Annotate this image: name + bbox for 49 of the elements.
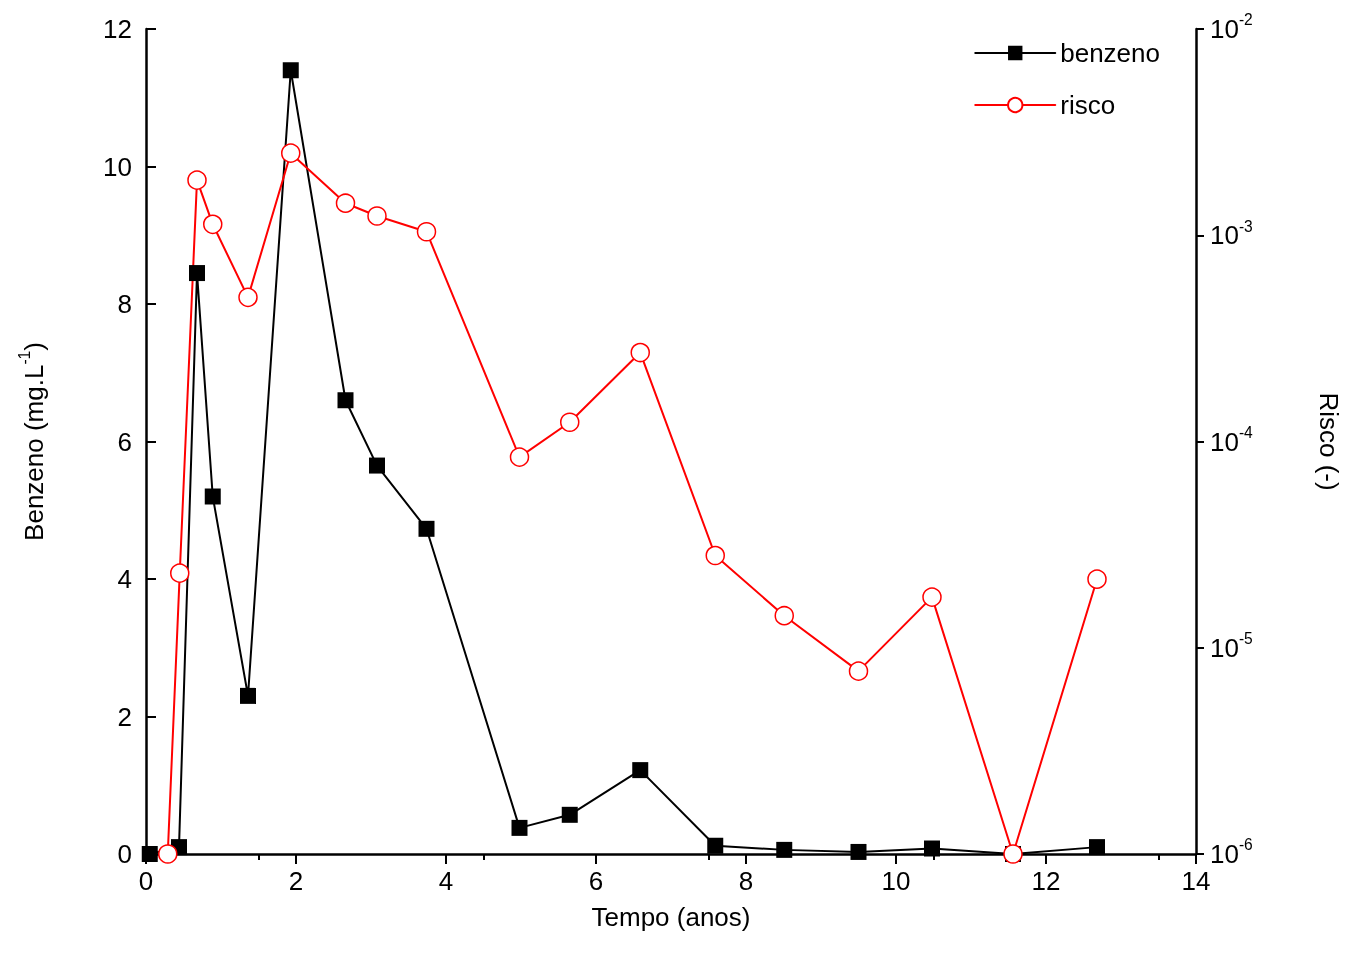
point xyxy=(170,563,190,583)
point xyxy=(776,841,793,858)
point xyxy=(560,412,580,432)
y-tick-label: 0 xyxy=(117,839,132,869)
point xyxy=(203,214,223,235)
point xyxy=(922,587,942,607)
point xyxy=(204,488,221,505)
legend-label: risco xyxy=(1060,90,1116,120)
point xyxy=(418,520,435,537)
y-tick-label: 4 xyxy=(117,564,132,594)
y-axis-title: Benzeno (mg.L-1) xyxy=(16,342,49,541)
point xyxy=(158,844,178,864)
point xyxy=(282,62,299,79)
x-tick-label: 12 xyxy=(1031,866,1061,896)
y-tick-label: 12 xyxy=(103,14,132,44)
point xyxy=(367,206,387,226)
x-tick-label: 2 xyxy=(288,866,304,896)
x-tick-label: 14 xyxy=(1181,866,1211,896)
y-tick-label: 8 xyxy=(117,289,132,319)
point xyxy=(1089,839,1105,856)
point xyxy=(511,819,528,836)
y-tick-label: 10 xyxy=(103,151,132,182)
x-tick-label: 4 xyxy=(438,866,454,896)
point xyxy=(281,143,301,163)
x-tick-label: 10 xyxy=(881,866,911,896)
x-tick-label: 0 xyxy=(138,866,154,896)
point xyxy=(561,806,578,823)
point xyxy=(240,687,256,704)
point xyxy=(416,221,437,242)
point xyxy=(774,605,794,626)
point xyxy=(630,342,650,363)
point xyxy=(705,545,725,566)
x-tick-label: 8 xyxy=(738,866,754,896)
point xyxy=(850,843,867,860)
y-tick-label: 6 xyxy=(117,426,132,457)
point xyxy=(189,265,205,282)
point xyxy=(924,840,940,857)
point xyxy=(238,287,258,308)
legend-label: benzeno xyxy=(1060,38,1161,68)
y2-axis-title: Risco (-) xyxy=(1314,392,1344,491)
y-tick-label: 2 xyxy=(117,701,132,732)
point xyxy=(848,661,869,681)
x-tick-label: 6 xyxy=(588,866,604,896)
point xyxy=(632,762,649,779)
point xyxy=(337,392,354,409)
point xyxy=(335,193,356,213)
point xyxy=(707,837,724,854)
x-axis-title: Tempo (anos) xyxy=(591,902,751,932)
point xyxy=(369,457,385,474)
